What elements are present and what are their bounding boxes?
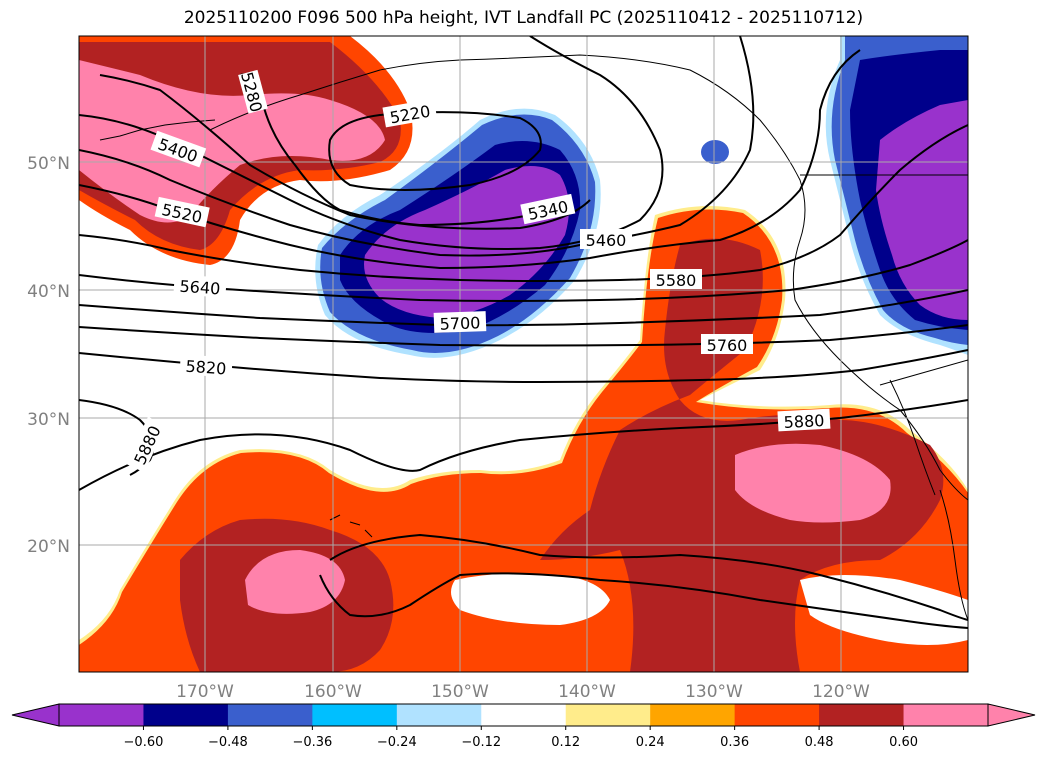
contour-5880-loop	[319, 572, 968, 629]
colorbar-tick-label: 0.36	[720, 735, 749, 750]
coastline-alaska	[209, 54, 968, 501]
colorbar-cell	[565, 704, 651, 726]
map-frame	[78, 35, 969, 673]
positive-region-northwest-core	[79, 60, 385, 223]
contour-label: 5580	[656, 271, 697, 290]
contour-5580	[79, 124, 968, 282]
contour-label: 5880	[783, 411, 825, 432]
latitude-label: 20°N	[27, 537, 70, 557]
colorbar-cell	[481, 704, 567, 726]
colorbar-cell	[59, 704, 144, 726]
contour-5700	[79, 289, 968, 327]
negative-blob-small	[701, 140, 729, 164]
colorbar-cell	[650, 704, 736, 726]
colorbar-tick-label: 0.24	[636, 735, 665, 750]
contour-5400	[79, 36, 664, 250]
longitude-label: 140°W	[558, 682, 616, 702]
positive-region-south-pink-west	[245, 550, 345, 614]
contour-label: 5640	[179, 277, 221, 299]
latitude-label: 40°N	[27, 282, 70, 302]
colorbar: −0.60 −0.48 −0.36 −0.24 −0.12 0.12 0.24 0.36 0.4…	[11, 703, 1036, 750]
colorbar-cell	[396, 704, 482, 726]
colorbar-tick-label: 0.12	[551, 735, 580, 750]
coastline-baja	[889, 379, 936, 496]
colorbar-tick-label: 0.60	[889, 735, 918, 750]
longitude-label: 150°W	[431, 682, 489, 702]
contour-5880-south	[329, 533, 968, 621]
colorbar-extend-left	[11, 703, 60, 727]
colorbar-cells	[59, 704, 989, 726]
neutral-area-south	[451, 573, 610, 625]
colorbar-ticks: −0.60 −0.48 −0.36 −0.24 −0.12 0.12 0.24 0.36 0.4…	[124, 726, 918, 750]
colorbar-tick-label: −0.12	[461, 735, 501, 750]
colorbar-tick-label: −0.36	[292, 735, 332, 750]
contour-5460	[79, 36, 755, 257]
colorbar-cell	[227, 704, 313, 726]
colorbar-extend-right	[987, 703, 1036, 727]
contour-label: 5460	[586, 231, 627, 250]
contour-5640	[79, 239, 968, 302]
longitude-label: 160°W	[304, 682, 362, 702]
longitude-label: 170°W	[176, 682, 234, 702]
contour-5340	[99, 74, 591, 230]
colorbar-cell	[819, 704, 905, 726]
contour-label: 5820	[185, 357, 227, 379]
negative-region-northeast-core	[876, 100, 968, 320]
latitude-label: 30°N	[27, 410, 70, 430]
colorbar-cell	[903, 704, 989, 726]
latitude-label: 50°N	[27, 154, 70, 174]
contour-label: 5760	[707, 336, 748, 355]
longitude-label: 130°W	[685, 682, 743, 702]
map-title: 2025110200 F096 500 hPa height, IVT Land…	[183, 8, 864, 28]
coastline-aleutians	[99, 119, 216, 141]
colorbar-frame	[58, 703, 989, 727]
colorbar-tick-label: −0.24	[377, 735, 417, 750]
hawaii-islands	[329, 514, 373, 538]
neutral-area-southeast	[800, 575, 968, 645]
colorbar-tick-label: −0.60	[124, 735, 164, 750]
border-us-mexico	[879, 359, 968, 386]
longitude-label: 120°W	[812, 682, 870, 702]
contour-label: 5700	[439, 313, 480, 333]
colorbar-cell	[312, 704, 398, 726]
coastline-mexico	[939, 489, 968, 621]
positive-region-south-pink-east	[735, 443, 891, 523]
colorbar-cell	[734, 704, 820, 726]
contour-5520	[79, 49, 861, 270]
contour-5760	[79, 324, 968, 347]
coastlines	[99, 54, 968, 621]
colorbar-cell	[143, 704, 229, 726]
colorbar-tick-label: −0.48	[208, 735, 248, 750]
colorbar-tick-label: 0.48	[805, 735, 834, 750]
